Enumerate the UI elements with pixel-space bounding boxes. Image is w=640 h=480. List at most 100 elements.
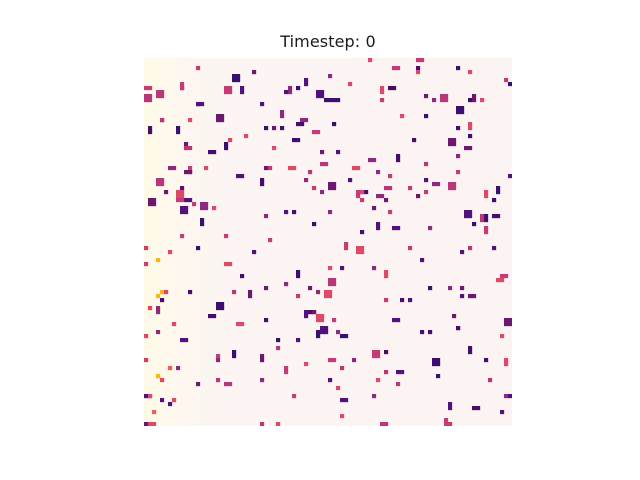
heatmap-cell (216, 302, 221, 307)
heatmap-cell (392, 66, 397, 71)
heatmap-cell (384, 198, 389, 203)
heatmap-cell (180, 186, 185, 191)
heatmap-cell (328, 282, 333, 287)
heatmap-cell (296, 270, 301, 275)
heatmap-cell (332, 182, 337, 187)
heatmap-cell (144, 334, 149, 339)
heatmap-cell (456, 126, 461, 131)
heatmap-cell (376, 194, 381, 199)
heatmap-cell (452, 142, 457, 147)
heatmap-cell (448, 186, 453, 191)
heatmap-cell (168, 250, 173, 255)
heatmap-cell (328, 210, 333, 215)
heatmap-cell (248, 294, 253, 299)
heatmap-cell (252, 250, 257, 255)
heatmap-cell (160, 118, 165, 123)
heatmap-cell (240, 322, 245, 327)
heatmap-cell (284, 370, 289, 375)
heatmap-cell (320, 318, 325, 323)
heatmap-cell (376, 378, 381, 383)
heatmap-cell (500, 274, 505, 279)
heatmap-cell (392, 86, 397, 91)
heatmap-cell (328, 186, 333, 191)
heatmap-cell (188, 166, 193, 171)
heatmap-cell (184, 142, 189, 147)
heatmap-cell (332, 358, 337, 363)
heatmap-cell (448, 402, 453, 407)
heatmap-cell (320, 94, 325, 99)
heatmap-cell (228, 138, 233, 143)
heatmap-cell (508, 174, 512, 179)
heatmap-cell (416, 194, 421, 199)
heatmap-cell (508, 318, 512, 323)
heatmap-cell (384, 422, 389, 426)
heatmap-cell (264, 166, 269, 171)
heatmap-cell (200, 206, 205, 211)
heatmap-cell (372, 354, 377, 359)
heatmap-cell (328, 294, 333, 299)
heatmap-cell (408, 246, 413, 251)
heatmap-cell (164, 190, 169, 195)
heatmap-cell (216, 114, 221, 119)
heatmap-cell (188, 290, 193, 295)
heatmap-cell (272, 146, 277, 151)
heatmap-cell (436, 362, 441, 367)
heatmap-cell (260, 378, 265, 383)
heatmap-cell (356, 166, 361, 171)
heatmap-cell (264, 126, 269, 131)
heatmap-cell (156, 90, 161, 95)
heatmap-cell (484, 358, 489, 363)
heatmap-cell (376, 350, 381, 355)
heatmap-cell (408, 298, 413, 303)
heatmap-cell (456, 66, 461, 71)
heatmap-cell (484, 190, 489, 195)
heatmap-cell (200, 102, 205, 107)
heatmap-cell (396, 154, 401, 159)
heatmap-cell (344, 246, 349, 251)
heatmap-cell (276, 338, 281, 343)
heatmap-cell (432, 362, 437, 367)
heatmap-cell (260, 102, 265, 107)
heatmap-cell (224, 86, 229, 91)
heatmap-cell (196, 66, 201, 71)
heatmap-cell (320, 150, 325, 155)
heatmap-cell (504, 358, 509, 363)
heatmap-cell (424, 178, 429, 183)
heatmap-cell (308, 286, 313, 291)
heatmap-cell (212, 206, 217, 211)
heatmap-cell (160, 178, 165, 183)
heatmap-cell (288, 166, 293, 171)
heatmap-cell (312, 222, 317, 227)
heatmap-cell (216, 378, 221, 383)
heatmap-cell (332, 98, 337, 103)
heatmap-cell (320, 90, 325, 95)
heatmap-cell (324, 294, 329, 299)
heatmap-cell (144, 246, 149, 251)
heatmap-cell (304, 362, 309, 367)
heatmap-cell (328, 378, 333, 383)
heatmap-cell (464, 210, 469, 215)
heatmap-cell (304, 118, 309, 123)
heatmap-cell (284, 366, 289, 371)
heatmap-cell (328, 74, 333, 79)
heatmap-cell (412, 138, 417, 143)
heatmap-cell (428, 226, 433, 231)
heatmap-cell (308, 310, 313, 315)
heatmap-cell (372, 350, 377, 355)
heatmap-cell (384, 350, 389, 355)
heatmap-cell (332, 278, 337, 283)
heatmap-cell (448, 422, 453, 426)
heatmap-cell (468, 98, 473, 103)
heatmap-cell (420, 58, 425, 63)
heatmap-cell (408, 186, 413, 191)
heatmap-cell (280, 110, 285, 115)
heatmap-cell (180, 86, 185, 91)
heatmap-cell (504, 362, 509, 367)
heatmap-cell (240, 86, 245, 91)
heatmap-cell (496, 186, 501, 191)
heatmap-cell (380, 194, 385, 199)
heatmap-cell (264, 214, 269, 219)
heatmap-cell (432, 358, 437, 363)
heatmap-cell (156, 94, 161, 99)
heatmap-cell (340, 414, 345, 419)
